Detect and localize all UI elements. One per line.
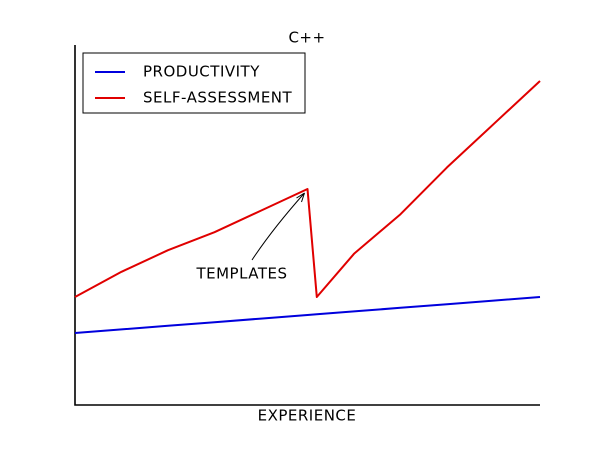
chart-title: C++ [288,29,325,47]
x-axis-label: EXPERIENCE [258,407,357,425]
legend-label: SELF-ASSESSMENT [143,89,293,107]
annotation-text: TEMPLATES [195,265,287,283]
axes [74,45,540,406]
annotation-arrow [251,192,305,261]
legend-label: PRODUCTIVITY [143,63,260,81]
line-series [74,80,541,298]
legend-box [82,52,306,114]
line-series [74,296,541,334]
annotation-arrowhead [296,192,305,203]
